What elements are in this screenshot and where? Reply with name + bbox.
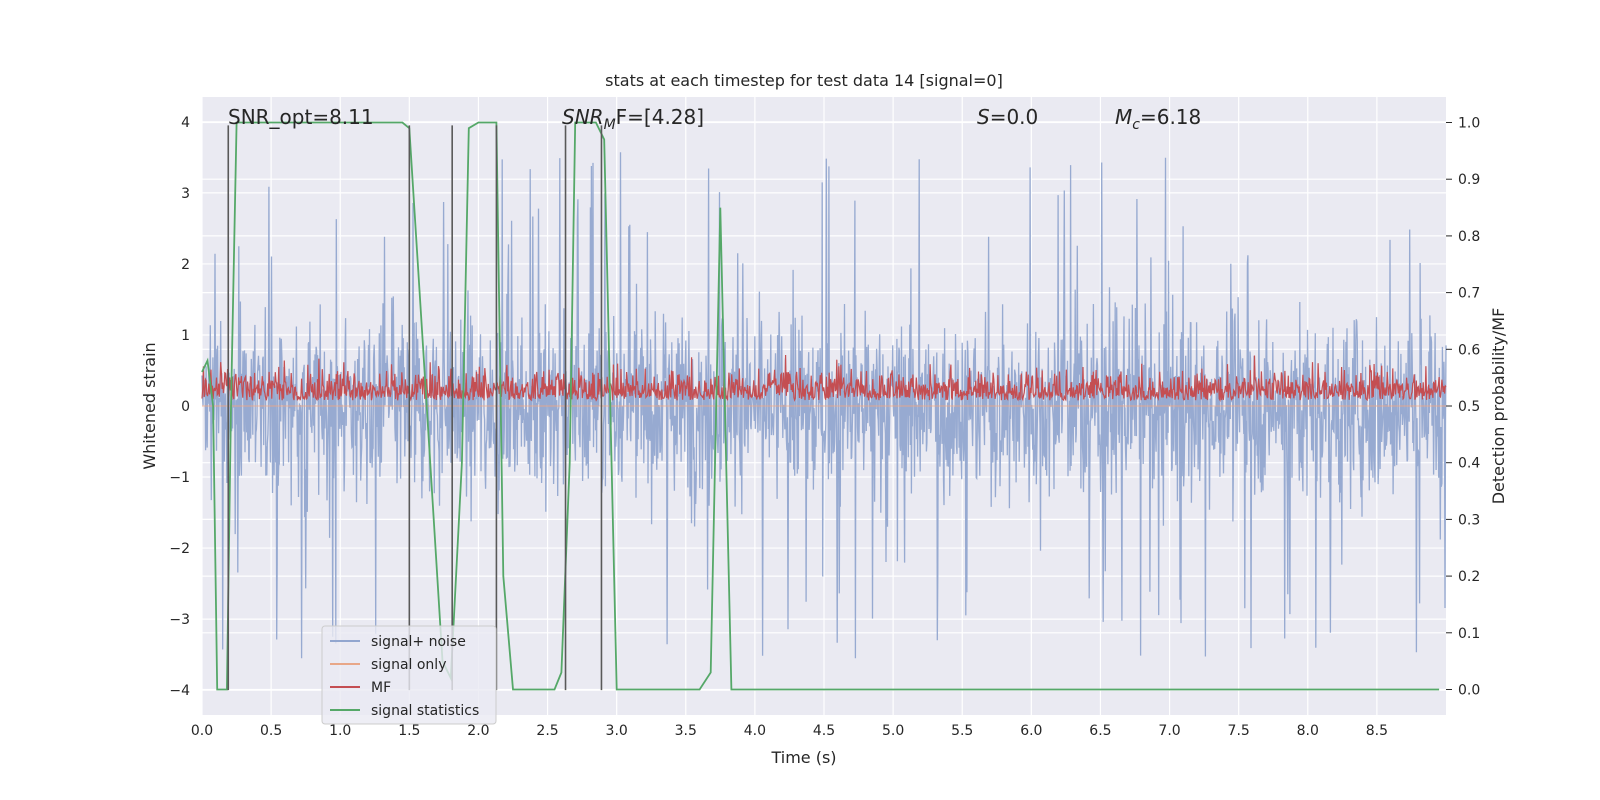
annotation-s: S=0.0 xyxy=(977,105,1038,129)
y-tick-label: 2 xyxy=(181,257,190,273)
signal-statistics-series xyxy=(201,121,1440,691)
y-right-axis-ticks: 1.0 0.9 0.8 0.7 0.6 0.5 0.4 0.3 0.2 0.1 0.0 xyxy=(1446,116,1480,698)
x-tick-label: 7.5 xyxy=(1228,723,1250,739)
x-tick-label: 3.0 xyxy=(606,723,628,739)
annotation-mc: Mc=6.18 xyxy=(1115,105,1201,133)
x-tick-label: 2.5 xyxy=(536,723,558,739)
x-tick-label: 4.5 xyxy=(813,723,835,739)
y-right-tick-label: 0.3 xyxy=(1458,512,1480,528)
legend-label-signal-statistics: signal statistics xyxy=(371,703,479,719)
x-tick-label: 6.0 xyxy=(1020,723,1042,739)
x-tick-label: 3.5 xyxy=(675,723,697,739)
x-tick-label: 1.5 xyxy=(398,723,420,739)
y-right-tick-label: 0.6 xyxy=(1458,342,1480,358)
legend-label-signal-noise: signal+ noise xyxy=(371,634,466,650)
y-tick-label: 3 xyxy=(181,186,190,202)
y-right-tick-label: 0.9 xyxy=(1458,172,1480,188)
vertical-markers xyxy=(227,125,603,691)
x-tick-label: 7.0 xyxy=(1158,723,1180,739)
chart-title: stats at each timestep for test data 14 … xyxy=(605,71,1003,90)
y-right-tick-label: 0.4 xyxy=(1458,456,1480,472)
y-tick-label: −1 xyxy=(169,470,190,486)
x-tick-label: 0.0 xyxy=(191,723,213,739)
y-axis-label: Whitened strain xyxy=(140,342,159,469)
legend-label-mf: MF xyxy=(371,680,391,696)
legend-label-signal-only: signal only xyxy=(371,657,446,673)
y-right-axis-label: Detection probability/MF xyxy=(1489,308,1508,505)
x-tick-label: 0.5 xyxy=(260,723,282,739)
y-tick-label: −4 xyxy=(169,683,190,699)
y-axis-ticks: 4 3 2 1 0 −1 −2 −3 −4 xyxy=(169,115,190,699)
x-tick-label: 4.0 xyxy=(744,723,766,739)
x-tick-label: 8.5 xyxy=(1366,723,1388,739)
x-tick-label: 2.0 xyxy=(467,723,489,739)
y-right-tick-label: 1.0 xyxy=(1458,116,1480,132)
y-tick-label: −3 xyxy=(169,612,190,628)
x-axis-label: Time (s) xyxy=(770,748,836,767)
annotation-snr-mf: SNRMF=[4.28] xyxy=(562,105,704,133)
legend: signal+ noise signal only MF signal stat… xyxy=(321,625,497,725)
signal-statistics-line xyxy=(201,121,1440,691)
x-tick-label: 5.5 xyxy=(951,723,973,739)
y-tick-label: 1 xyxy=(181,328,190,344)
y-right-tick-label: 0.2 xyxy=(1458,569,1480,585)
y-tick-label: −2 xyxy=(169,541,190,557)
x-tick-label: 6.5 xyxy=(1089,723,1111,739)
y-right-tick-label: 0.8 xyxy=(1458,229,1480,245)
y-tick-label: 0 xyxy=(181,399,190,415)
x-tick-label: 5.0 xyxy=(882,723,904,739)
y-tick-label: 4 xyxy=(181,115,190,131)
x-tick-label: 8.0 xyxy=(1297,723,1319,739)
annotation-snr-opt: SNR_opt=8.11 xyxy=(228,105,374,129)
y-right-tick-label: 0.1 xyxy=(1458,626,1480,642)
y-right-tick-label: 0.0 xyxy=(1458,682,1480,698)
y-right-tick-label: 0.7 xyxy=(1458,286,1480,302)
x-axis-ticks: 0.0 0.5 1.0 1.5 2.0 2.5 3.0 3.5 4.0 4.5 5.0 5.5 6.0 6… xyxy=(191,723,1388,739)
y-right-tick-label: 0.5 xyxy=(1458,399,1480,415)
x-tick-label: 1.0 xyxy=(329,723,351,739)
